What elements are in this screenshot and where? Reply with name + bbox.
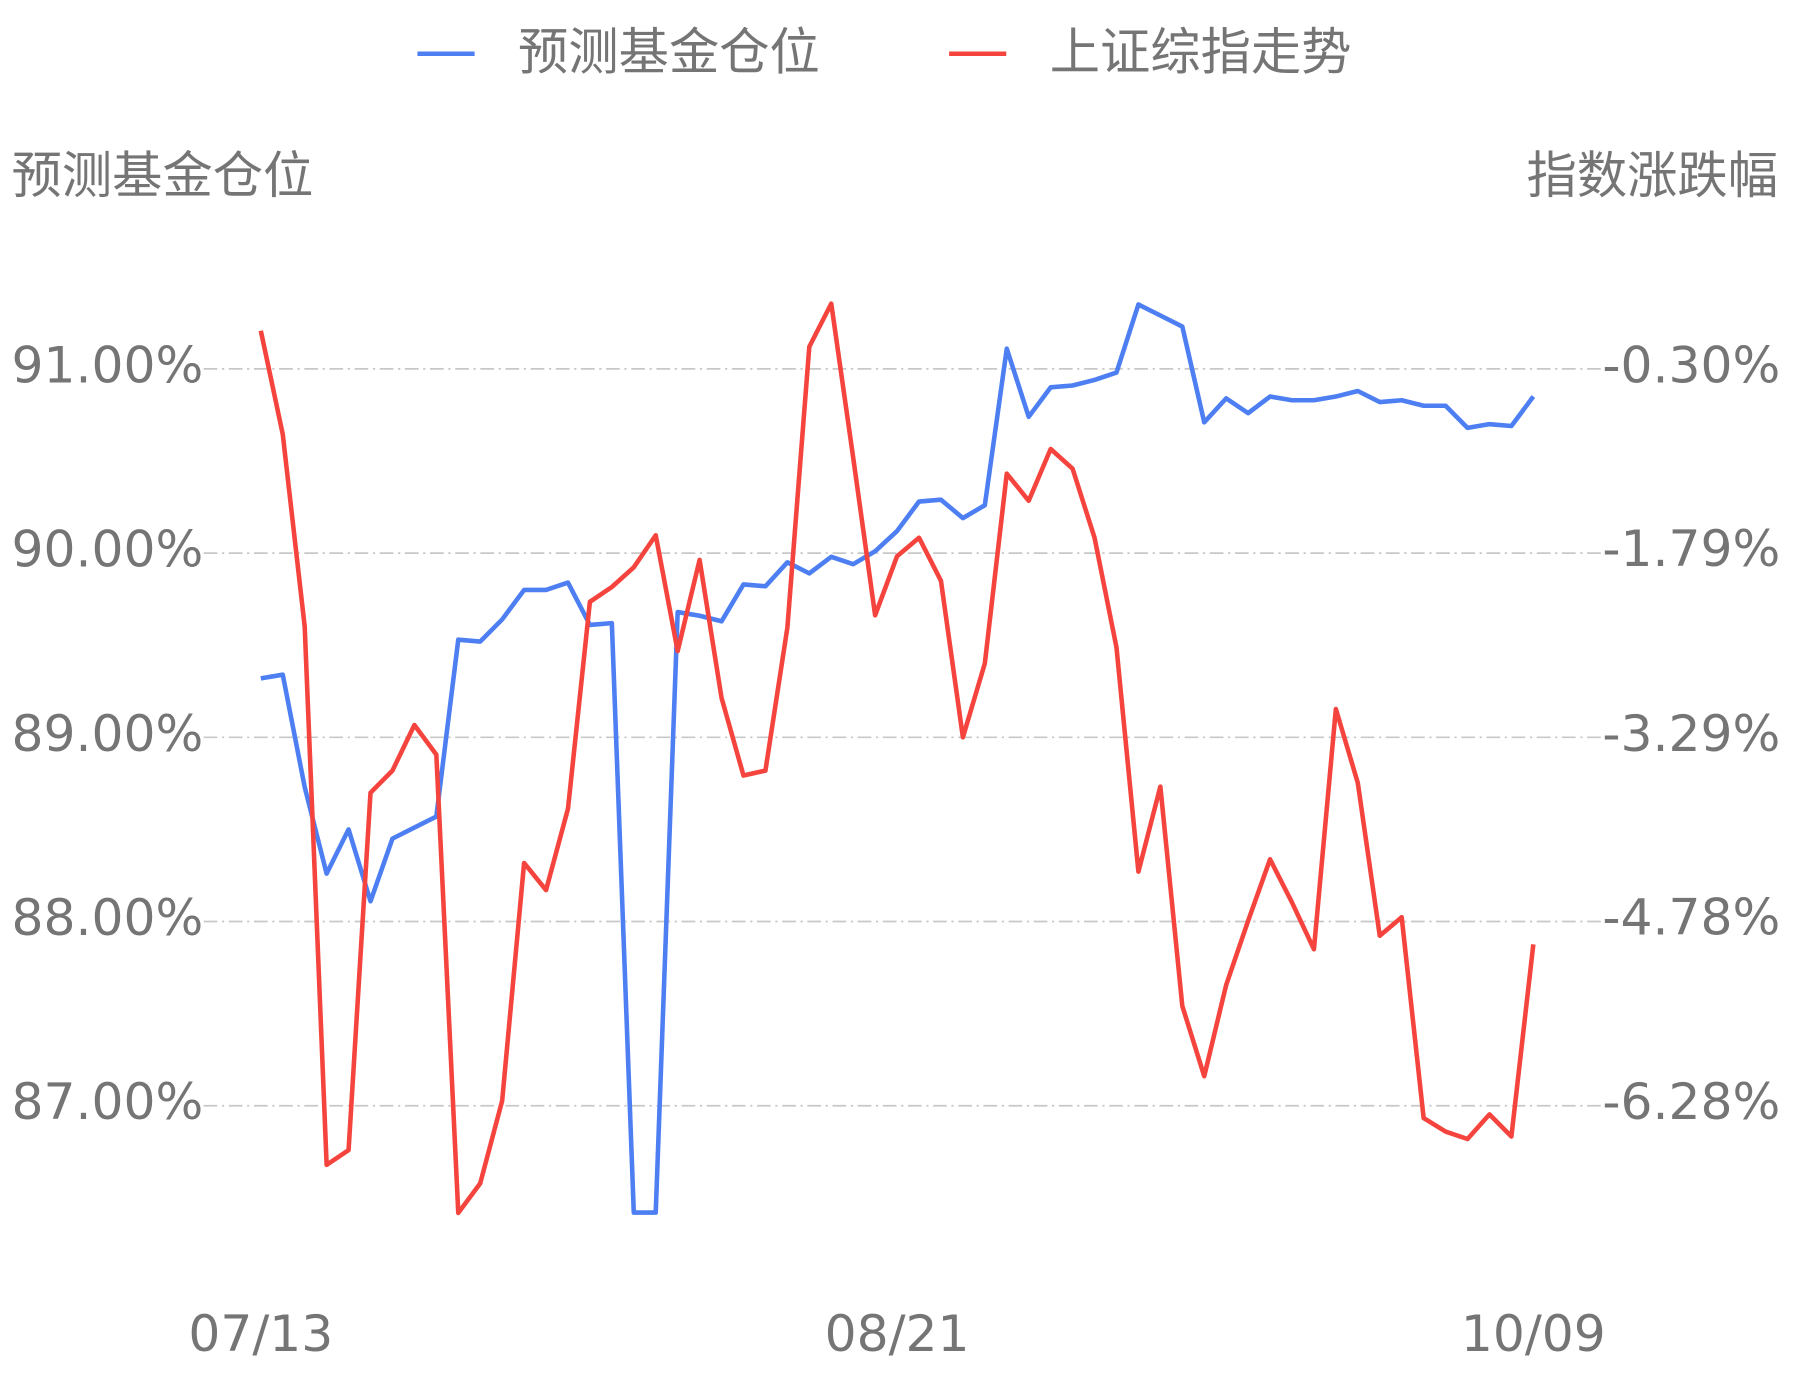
legend-label: 预测基金仓位 <box>518 23 820 82</box>
y2-tick-label: -4.78% <box>1602 887 1780 946</box>
legend-label: 上证综指走势 <box>1050 23 1352 82</box>
y-axis-title: 预测基金仓位 <box>12 146 314 205</box>
x-tick-label: 10/09 <box>1461 1304 1606 1363</box>
y-tick-label: 88.00% <box>12 888 204 947</box>
y-tick-label: 89.00% <box>12 704 204 763</box>
y2-axis-title: 指数涨跌幅 <box>1527 146 1778 205</box>
x-tick-label: 07/13 <box>188 1304 333 1363</box>
y-tick-label: 87.00% <box>12 1072 204 1131</box>
y2-tick-label: -3.29% <box>1602 704 1780 763</box>
y2-tick-label: -0.30% <box>1602 335 1780 394</box>
y-tick-label: 91.00% <box>12 335 204 394</box>
x-tick-label: 08/21 <box>825 1304 970 1363</box>
data-line <box>258 301 1536 1216</box>
y2-tick-label: -6.28% <box>1602 1072 1780 1131</box>
y2-tick-label: -1.79% <box>1602 519 1780 578</box>
data-line <box>260 302 1536 1215</box>
y-tick-label: 90.00% <box>12 520 204 579</box>
